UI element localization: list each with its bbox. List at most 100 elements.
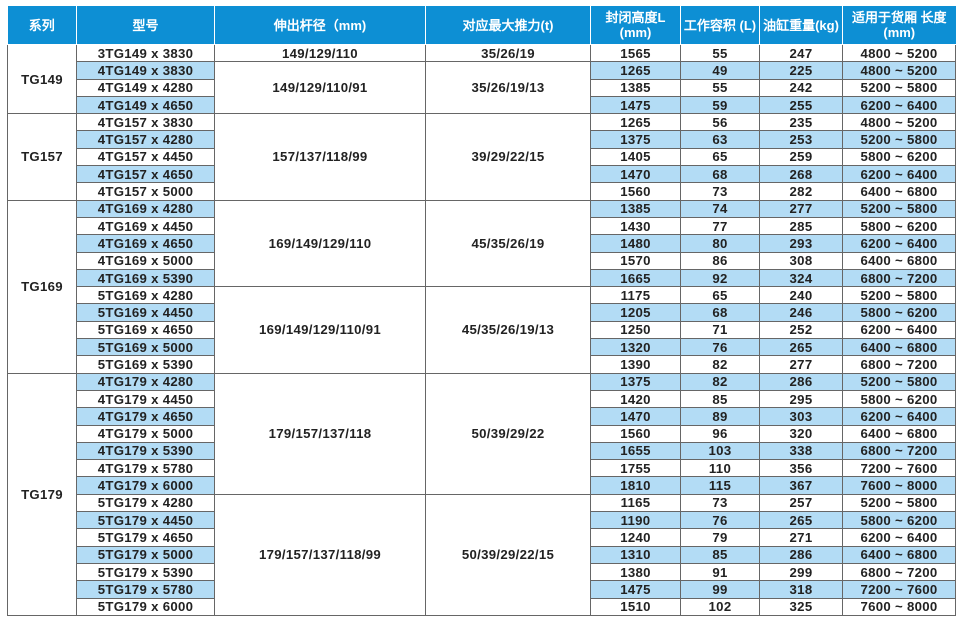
model-cell: 5TG169 x 4280 (76, 286, 215, 305)
box-length-cell: 4800 ~ 5200 (842, 61, 956, 80)
table-row: 5TG179 x 5390 1380 91 299 6800 ~ 7200 (8, 562, 956, 582)
box-length-cell: 6400 ~ 6800 (842, 338, 956, 357)
rod-diameter-cell: 149/129/110/91 (214, 61, 426, 115)
model-cell: 5TG169 x 5390 (76, 355, 215, 374)
working-volume-cell: 55 (680, 43, 760, 63)
box-length-cell: 6200 ~ 6400 (842, 528, 956, 547)
model-cell: 4TG149 x 4280 (76, 78, 215, 97)
model-cell: 5TG179 x 5780 (76, 580, 215, 599)
cylinder-weight-cell: 247 (759, 43, 843, 63)
box-length-cell: 6200 ~ 6400 (842, 320, 956, 340)
rod-diameter-cell: 149/129/110 (214, 43, 426, 63)
cylinder-weight-cell: 252 (759, 320, 843, 340)
box-length-cell: 5200 ~ 5800 (842, 372, 956, 391)
cylinder-weight-cell: 293 (759, 234, 843, 253)
header-col-closed-height: 封闭高度L (mm) (590, 6, 681, 45)
working-volume-cell: 65 (680, 147, 760, 167)
closed-height-cell: 1665 (590, 268, 681, 288)
model-cell: 5TG179 x 6000 (76, 597, 215, 616)
table-row: TG169 4TG169 x 4280 169/149/129/110 45/35/2… (7, 199, 956, 374)
rod-diameter-cell: 179/157/137/118 (214, 372, 426, 495)
rod-diameter-cell: 157/137/118/99 (214, 113, 426, 201)
working-volume-cell: 82 (680, 372, 760, 391)
cylinder-weight-cell: 356 (759, 459, 843, 478)
cylinder-weight-cell: 286 (759, 372, 843, 391)
table-row: 4TG169 x 5000 1570 86 308 6400 ~ 6800 (8, 251, 956, 270)
working-volume-cell: 99 (680, 580, 760, 599)
working-volume-cell: 115 (680, 476, 760, 495)
box-length-cell: 6400 ~ 6800 (842, 182, 956, 201)
table-row: TG157 4TG157 x 3830 157/137/118/99 39/29/22… (7, 113, 956, 201)
closed-height-cell: 1190 (590, 511, 681, 530)
model-cell: 4TG149 x 3830 (76, 61, 215, 80)
box-length-cell: 5200 ~ 5800 (842, 78, 956, 97)
cylinder-weight-cell: 271 (759, 528, 843, 547)
table-row: TG179 4TG179 x 4280 179/157/137/118 50/39/2… (7, 372, 956, 616)
header-row: 系列 型号 伸出杆径（mm) 对应最大推力(t) 封闭高度L (mm) 工作容积 (L) 油… (7, 6, 956, 45)
working-volume-cell: 77 (680, 216, 760, 236)
model-cell: 4TG179 x 5780 (76, 459, 215, 478)
max-thrust-cell: 35/26/19/13 (425, 61, 591, 115)
header-col-rod-diameter: 伸出杆径（mm) (214, 6, 426, 45)
closed-height-cell: 1375 (590, 130, 681, 149)
model-cell: 4TG169 x 4650 (76, 234, 215, 253)
box-length-cell: 6200 ~ 6400 (842, 234, 956, 253)
box-length-cell: 6800 ~ 7200 (842, 441, 956, 461)
box-length-cell: 6400 ~ 6800 (842, 424, 956, 443)
model-cell: 5TG169 x 4450 (76, 303, 215, 322)
model-cell: 4TG169 x 4280 (76, 199, 215, 218)
working-volume-cell: 55 (680, 78, 760, 97)
working-volume-cell: 63 (680, 130, 760, 149)
closed-height-cell: 1385 (590, 78, 681, 97)
box-length-cell: 6800 ~ 7200 (842, 355, 956, 374)
model-cell: 4TG179 x 4280 (76, 372, 215, 391)
model-cell: 5TG179 x 4450 (76, 511, 215, 530)
closed-height-cell: 1430 (590, 216, 681, 236)
table-row: 5TG179 x 6000 1510 102 325 7600 ~ 8000 (8, 597, 956, 616)
model-cell: 4TG157 x 4450 (76, 147, 215, 167)
model-cell: 4TG169 x 5390 (76, 268, 215, 288)
cylinder-weight-cell: 242 (759, 78, 843, 97)
table-row: 4TG157 x 5000 1560 73 282 6400 ~ 6800 (8, 182, 956, 201)
header-col-model: 型号 (76, 6, 215, 45)
closed-height-cell: 1470 (590, 165, 681, 184)
model-cell: 4TG179 x 4450 (76, 389, 215, 409)
box-length-cell: 5200 ~ 5800 (842, 130, 956, 149)
cylinder-weight-cell: 318 (759, 580, 843, 599)
box-length-cell: 5800 ~ 6200 (842, 216, 956, 236)
header-col-series: 系列 (7, 6, 77, 45)
working-volume-cell: 82 (680, 355, 760, 374)
cylinder-weight-cell: 253 (759, 130, 843, 149)
cylinder-weight-cell: 303 (759, 407, 843, 426)
closed-height-cell: 1560 (590, 424, 681, 443)
table-row: 4TG149 x 4650 1475 59 255 6200 ~ 6400 (8, 95, 956, 115)
box-length-cell: 7600 ~ 8000 (842, 597, 956, 616)
cylinder-weight-cell: 308 (759, 251, 843, 270)
model-cell: 3TG149 x 3830 (76, 43, 215, 63)
cylinder-weight-cell: 225 (759, 61, 843, 80)
cylinder-weight-cell: 295 (759, 389, 843, 409)
model-cell: 5TG169 x 4650 (76, 320, 215, 340)
table-row: 4TG179 x 5390 1655 103 338 6800 ~ 7200 (8, 441, 956, 461)
model-cell: 4TG179 x 6000 (76, 476, 215, 495)
closed-height-cell: 1320 (590, 338, 681, 357)
table-row: 5TG169 x 5000 1320 76 265 6400 ~ 6800 (8, 338, 956, 357)
box-length-cell: 5200 ~ 5800 (842, 286, 956, 305)
series-cell: TG157 (7, 113, 77, 201)
cylinder-weight-cell: 282 (759, 182, 843, 201)
closed-height-cell: 1240 (590, 528, 681, 547)
table-row: TG149 3TG149 x 3830 149/129/110 35/26/19 156… (7, 43, 956, 115)
box-length-cell: 6200 ~ 6400 (842, 95, 956, 115)
closed-height-cell: 1655 (590, 441, 681, 461)
working-volume-cell: 68 (680, 165, 760, 184)
cylinder-weight-cell: 268 (759, 165, 843, 184)
cylinder-weight-cell: 277 (759, 199, 843, 218)
header-col-working-volume: 工作容积 (L) (680, 6, 760, 45)
closed-height-cell: 1475 (590, 580, 681, 599)
box-length-cell: 5800 ~ 6200 (842, 389, 956, 409)
box-length-cell: 5800 ~ 6200 (842, 147, 956, 167)
box-length-cell: 6800 ~ 7200 (842, 268, 956, 288)
model-cell: 4TG149 x 4650 (76, 95, 215, 115)
cylinder-weight-cell: 259 (759, 147, 843, 167)
table-row: 4TG157 x 4280 1375 63 253 5200 ~ 5800 (8, 130, 956, 149)
